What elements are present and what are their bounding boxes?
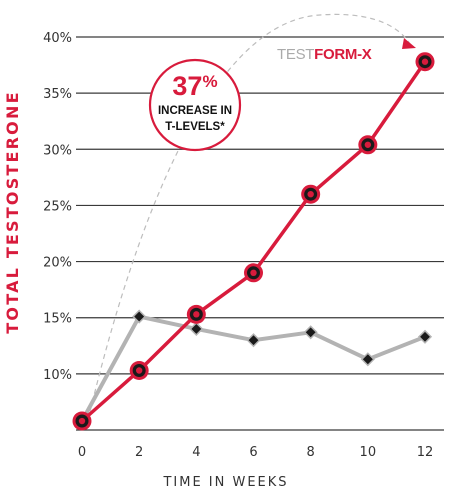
arrow-head-icon <box>402 38 416 49</box>
percent-badge: 37% INCREASE IN T-LEVELS* <box>148 58 242 152</box>
brand-x-text: X <box>362 46 372 63</box>
x-tick-label: 8 <box>307 445 315 460</box>
comparison-point <box>246 333 261 348</box>
badge-value: 37% <box>172 71 217 101</box>
comparison-point <box>189 321 204 337</box>
y-tick-label: 15% <box>43 312 72 327</box>
testform-point-core <box>421 58 429 65</box>
comparison-point <box>132 309 147 324</box>
x-tick-label: 12 <box>417 445 434 460</box>
x-tick-label: 2 <box>135 445 143 460</box>
testform-point-core <box>307 191 314 198</box>
dashed-arc-arrow <box>87 13 411 421</box>
x-tick-labels: 0 2 4 6 8 10 12 <box>78 445 433 460</box>
y-axis-title: TOTAL TESTOSTERONE <box>3 90 22 333</box>
y-tick-label: 35% <box>43 87 72 102</box>
badge-number: 37 <box>172 71 202 101</box>
brand-logo: TESTFORM-X <box>277 46 372 63</box>
testform-point-core <box>78 417 86 425</box>
x-tick-label: 10 <box>360 445 377 460</box>
badge-line-2: T-LEVELS* <box>165 121 225 133</box>
comparison-point <box>303 325 318 340</box>
x-tick-label: 0 <box>78 445 86 460</box>
y-tick-label: 10% <box>43 368 72 383</box>
y-tick-label: 25% <box>43 199 72 214</box>
x-tick-label: 4 <box>192 445 200 460</box>
x-tick-label: 6 <box>249 445 257 460</box>
testform-point-core <box>250 269 257 276</box>
y-tick-label: 40% <box>43 31 72 46</box>
badge-circle <box>148 58 242 152</box>
brand-name: TESTFORM-X <box>277 46 372 63</box>
comparison-point <box>360 352 375 367</box>
brand-form-text: FORM- <box>314 46 362 63</box>
comparison-point <box>417 329 433 344</box>
badge-line-1: INCREASE IN <box>158 105 232 117</box>
y-tick-labels: 10% 15% 20% 25% 30% 35% 40% <box>43 31 72 383</box>
testform-point-core <box>135 367 143 374</box>
testform-point-core <box>364 141 372 148</box>
badge-percent-sign: % <box>202 72 217 91</box>
brand-test-text: TEST <box>277 46 314 63</box>
series-layer <box>72 52 435 431</box>
y-tick-label: 20% <box>43 256 72 271</box>
y-tick-label: 30% <box>43 143 72 158</box>
x-axis-title: TIME IN WEEKS <box>162 475 288 490</box>
testform-point-core <box>193 311 200 318</box>
